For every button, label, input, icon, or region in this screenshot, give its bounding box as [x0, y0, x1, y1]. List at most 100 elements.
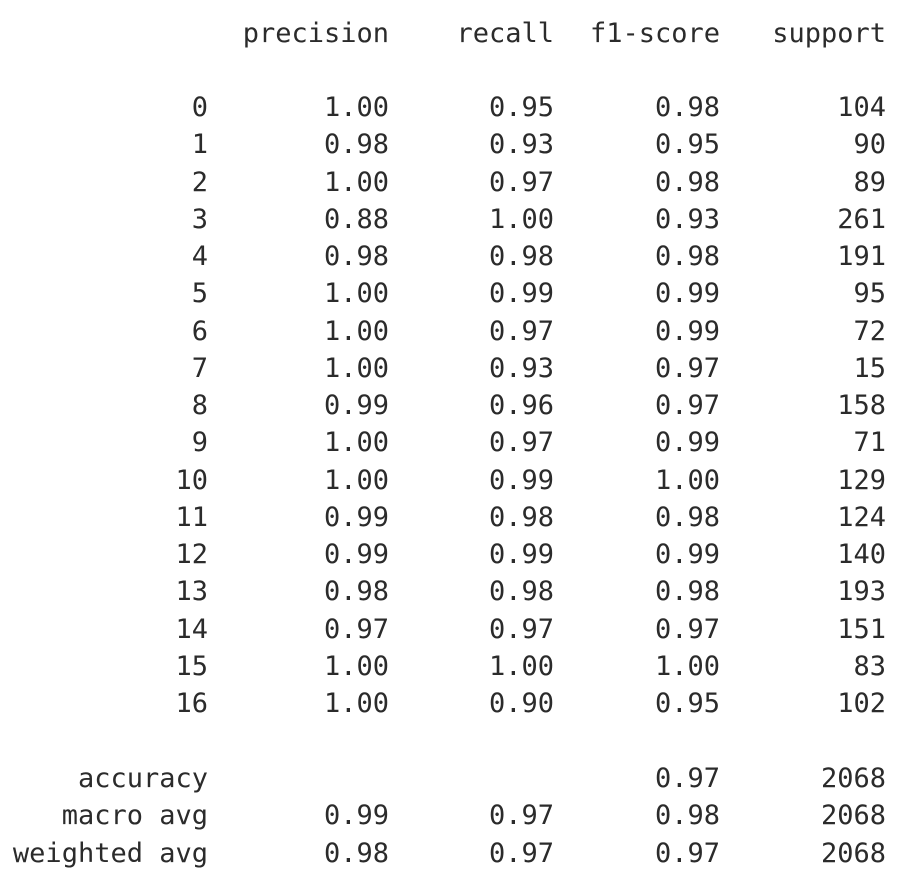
- class-row: 16 1.00 0.90 0.95 102: [0, 685, 921, 722]
- support-value: 140: [837, 539, 886, 570]
- support-value: 95: [853, 278, 886, 309]
- class-label: macro avg: [61, 800, 208, 831]
- support-value: 72: [853, 316, 886, 347]
- class-row: 8 0.99 0.96 0.97 158: [0, 387, 921, 424]
- recall-value: 0.98: [488, 502, 554, 533]
- summary-row: macro avg 0.99 0.97 0.98 2068: [0, 797, 921, 834]
- precision-value: 1.00: [323, 92, 389, 123]
- f1-score-value: 0.98: [654, 167, 720, 198]
- support-value: 15: [853, 353, 886, 384]
- class-label: 14: [175, 614, 208, 645]
- f1-score-value: 0.97: [654, 763, 720, 794]
- class-row: 0 1.00 0.95 0.98 104: [0, 89, 921, 126]
- support-header: support: [772, 18, 886, 49]
- class-row: 2 1.00 0.97 0.98 89: [0, 164, 921, 201]
- class-label: accuracy: [77, 763, 208, 794]
- f1-score-value: 0.98: [654, 92, 720, 123]
- class-row: 14 0.97 0.97 0.97 151: [0, 611, 921, 648]
- header-row: precision recall f1-score support: [0, 15, 921, 52]
- support-value: 158: [837, 390, 886, 421]
- support-value: 2068: [820, 763, 886, 794]
- f1-score-value: 1.00: [654, 465, 720, 496]
- f1-score-value: 0.97: [654, 390, 720, 421]
- class-row: 12 0.99 0.99 0.99 140: [0, 536, 921, 573]
- recall-value: 0.99: [488, 465, 554, 496]
- class-row: 4 0.98 0.98 0.98 191: [0, 238, 921, 275]
- class-label: 4: [191, 241, 208, 272]
- f1-score-value: 0.99: [654, 539, 720, 570]
- f1-score-value: 0.95: [654, 688, 720, 719]
- recall-value: 1.00: [488, 204, 554, 235]
- recall-value: 0.96: [488, 390, 554, 421]
- summary-row: accuracy 0.97 2068: [0, 760, 921, 797]
- recall-value: 0.97: [488, 614, 554, 645]
- class-label: 7: [191, 353, 208, 384]
- precision-value: 1.00: [323, 167, 389, 198]
- class-row: 3 0.88 1.00 0.93 261: [0, 201, 921, 238]
- f1-score-value: 0.97: [654, 838, 720, 869]
- recall-value: 0.90: [488, 688, 554, 719]
- f1-score-value: 0.93: [654, 204, 720, 235]
- precision-value: 1.00: [323, 353, 389, 384]
- precision-value: 0.97: [323, 614, 389, 645]
- f1-score-value: 0.98: [654, 576, 720, 607]
- support-value: 151: [837, 614, 886, 645]
- class-label: 11: [175, 502, 208, 533]
- support-value: 129: [837, 465, 886, 496]
- class-label: 9: [191, 427, 208, 458]
- class-label: 12: [175, 539, 208, 570]
- f1-score-value: 0.98: [654, 241, 720, 272]
- class-row: 9 1.00 0.97 0.99 71: [0, 424, 921, 461]
- class-label: 0: [191, 92, 208, 123]
- class-label: 8: [191, 390, 208, 421]
- precision-value: 1.00: [323, 465, 389, 496]
- recall-value: 1.00: [488, 651, 554, 682]
- support-value: 124: [837, 502, 886, 533]
- precision-value: 0.98: [323, 576, 389, 607]
- class-label: 16: [175, 688, 208, 719]
- recall-value: 0.99: [488, 278, 554, 309]
- precision-value: 0.88: [323, 204, 389, 235]
- precision-value: 0.99: [323, 390, 389, 421]
- precision-value: 1.00: [323, 278, 389, 309]
- recall-value: 0.98: [488, 576, 554, 607]
- class-row: 10 1.00 0.99 1.00 129: [0, 462, 921, 499]
- precision-value: 0.99: [323, 800, 389, 831]
- support-value: 83: [853, 651, 886, 682]
- recall-value: 0.95: [488, 92, 554, 123]
- support-value: 2068: [820, 838, 886, 869]
- precision-value: 1.00: [323, 316, 389, 347]
- class-row: 5 1.00 0.99 0.99 95: [0, 275, 921, 312]
- class-label: weighted avg: [12, 838, 208, 869]
- precision-header: precision: [242, 18, 389, 49]
- precision-value: 1.00: [323, 427, 389, 458]
- f1-score-value: 0.99: [654, 427, 720, 458]
- recall-value: 0.97: [488, 427, 554, 458]
- support-value: 2068: [820, 800, 886, 831]
- f1-score-value: 0.99: [654, 316, 720, 347]
- recall-value: 0.97: [488, 838, 554, 869]
- support-value: 71: [853, 427, 886, 458]
- precision-value: 1.00: [323, 651, 389, 682]
- class-row: 6 1.00 0.97 0.99 72: [0, 313, 921, 350]
- recall-value: 0.97: [488, 167, 554, 198]
- precision-value: 0.99: [323, 539, 389, 570]
- f1-score-value: 0.98: [654, 502, 720, 533]
- f1-score-header: f1-score: [589, 18, 720, 49]
- support-value: 261: [837, 204, 886, 235]
- support-value: 102: [837, 688, 886, 719]
- precision-value: 0.99: [323, 502, 389, 533]
- recall-value: 0.93: [488, 129, 554, 160]
- recall-value: 0.97: [488, 316, 554, 347]
- f1-score-value: 0.97: [654, 614, 720, 645]
- recall-value: 0.99: [488, 539, 554, 570]
- class-label: 15: [175, 651, 208, 682]
- class-label: 6: [191, 316, 208, 347]
- f1-score-value: 0.99: [654, 278, 720, 309]
- class-label: 5: [191, 278, 208, 309]
- f1-score-value: 1.00: [654, 651, 720, 682]
- recall-value: 0.98: [488, 241, 554, 272]
- class-row: 1 0.98 0.93 0.95 90: [0, 126, 921, 163]
- support-value: 104: [837, 92, 886, 123]
